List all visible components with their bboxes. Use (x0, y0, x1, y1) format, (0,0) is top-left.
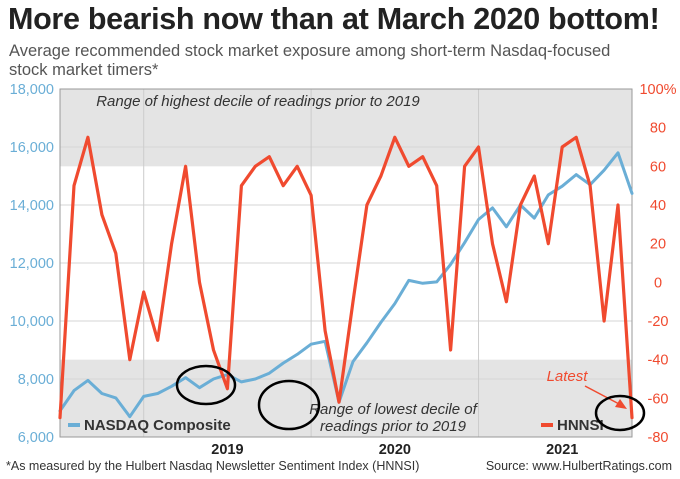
lowest-decile-label: Range of lowest decile of readings prior … (309, 401, 478, 435)
highest-decile-band (60, 89, 632, 167)
hnnsi-line (58, 135, 634, 420)
right-axis-tick-label: -80 (648, 430, 669, 446)
right-axis-tick-label: 100% (639, 82, 676, 98)
right-axis-tick-label: 0 (654, 275, 662, 291)
source-credit: Source: www.HulbertRatings.com (485, 459, 672, 473)
right-axis-tick-label: 80 (650, 121, 666, 137)
latest-arrow-head (615, 399, 627, 409)
chart-subtitle: Average recommended stock market exposur… (9, 42, 611, 79)
latest-arrow-line (584, 385, 622, 406)
left-axis-tick-label: 16,000 (10, 140, 54, 156)
right-axis-tick-label: 20 (650, 237, 666, 253)
left-axis-tick-label: 18,000 (10, 82, 54, 98)
left-axis-tick-label: 8,000 (18, 372, 54, 388)
highlight-circle (257, 379, 321, 431)
nasdaq-composite-line (58, 151, 634, 419)
lines-layer (58, 135, 634, 420)
left-axis-tick-label: 14,000 (10, 198, 54, 214)
latest-annotation: Latest (547, 368, 589, 385)
plot-frame (59, 88, 633, 438)
highlight-circle (594, 394, 646, 432)
x-axis-tick-label: 2021 (546, 442, 578, 458)
chart-title: More bearish now than at March 2020 bott… (8, 2, 660, 36)
x-axis-tick-label: 2020 (379, 442, 411, 458)
bands-layer (60, 89, 632, 437)
legend-nasdaq: NASDAQ Composite (68, 417, 231, 434)
right-axis-tick-label: 40 (650, 198, 666, 214)
lowest-decile-band (60, 359, 632, 437)
right-axis-tick-label: -40 (648, 353, 669, 369)
right-axis-tick-label: -20 (648, 314, 669, 330)
x-axis-tick-label: 2019 (211, 442, 243, 458)
right-axis-tick-label: 60 (650, 159, 666, 175)
footnote: *As measured by the Hulbert Nasdaq Newsl… (6, 459, 420, 473)
markers-layer (175, 364, 646, 432)
left-axis-tick-label: 10,000 (10, 314, 54, 330)
highlight-circle (175, 364, 237, 406)
labels-layer: 6,000 8,000 10,000 12,000 14,000 16,000 18,000… (10, 82, 677, 458)
right-axis-tick-label: -60 (648, 391, 669, 407)
highest-decile-label: Range of highest decile of readings prio… (96, 93, 420, 110)
left-axis-tick-label: 6,000 (18, 430, 54, 446)
left-axis-tick-label: 12,000 (10, 256, 54, 272)
legend-label-nasdaq: NASDAQ Composite (84, 417, 231, 434)
legend-label-hnnsi: HNNSI (557, 417, 604, 434)
legend-hnnsi: HNNSI (541, 417, 604, 434)
